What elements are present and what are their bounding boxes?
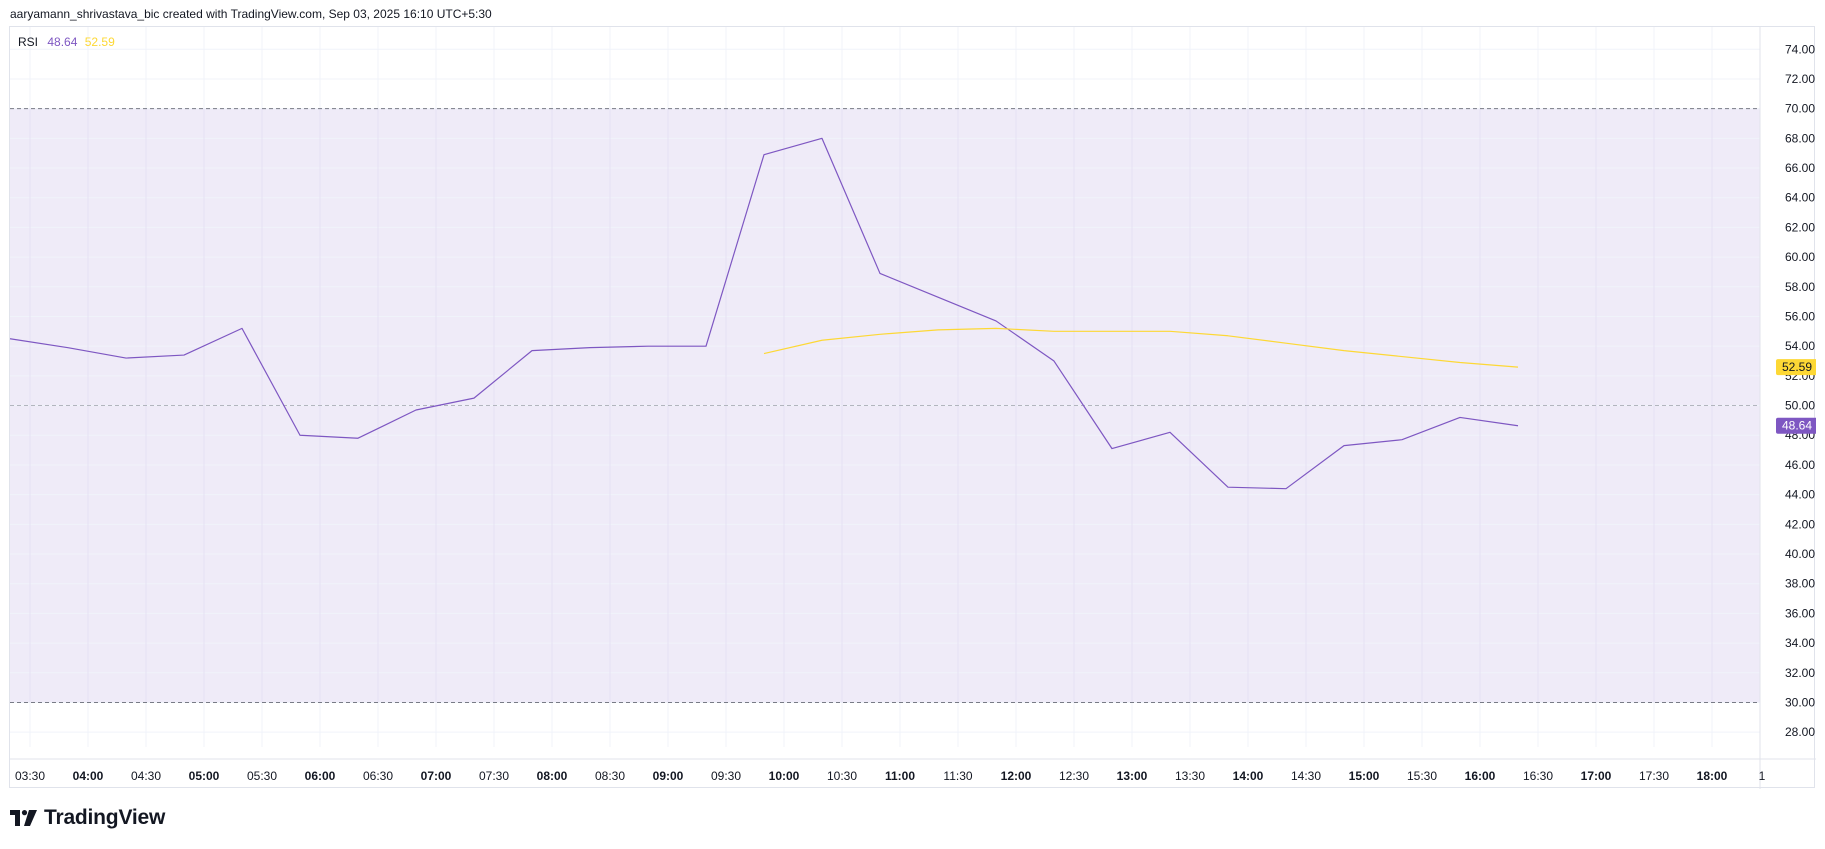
y-axis-tick-label: 64.00 <box>1785 191 1815 205</box>
y-axis-tick-label: 40.00 <box>1785 547 1815 561</box>
x-axis-tick-label: 16:30 <box>1523 769 1553 783</box>
x-axis-tick-label: 17:00 <box>1581 769 1612 783</box>
x-axis-tick-label: 15:00 <box>1349 769 1380 783</box>
x-axis-tick-label: 06:00 <box>305 769 336 783</box>
legend-ma-value: 52.59 <box>84 35 115 49</box>
rsi-series-line[interactable] <box>10 137 1519 490</box>
x-axis-tick-label: 18:00 <box>1697 769 1728 783</box>
y-axis-tick-label: 46.00 <box>1785 458 1815 472</box>
legend-indicator-name: RSI <box>18 35 39 49</box>
footer-branding: TradingView <box>10 806 165 830</box>
rsi-last-value-label: 48.64 <box>1782 419 1812 433</box>
rsi-last-value-label-bg <box>1776 417 1816 434</box>
y-axis-tick-label: 72.00 <box>1785 72 1815 86</box>
y-axis-tick-label: 70.00 <box>1785 102 1815 116</box>
y-axis-tick-label: 34.00 <box>1785 636 1815 650</box>
x-axis-tick-label: 16:00 <box>1465 769 1496 783</box>
x-axis-tick-label: 04:00 <box>73 769 104 783</box>
x-axis-tick-label: 05:00 <box>189 769 220 783</box>
x-axis-tick-label: 15:30 <box>1407 769 1437 783</box>
y-axis-tick-label: 50.00 <box>1785 399 1815 413</box>
x-axis-tick-label: 12:00 <box>1001 769 1032 783</box>
y-axis-tick-label: 32.00 <box>1785 666 1815 680</box>
x-axis-tick-label: 05:30 <box>247 769 277 783</box>
y-axis-tick-label: 28.00 <box>1785 725 1815 739</box>
rsi-ma-series-line[interactable] <box>763 327 1519 368</box>
x-axis-tick-label: 13:00 <box>1117 769 1148 783</box>
x-axis-tick-label: 09:00 <box>653 769 684 783</box>
y-axis-tick-label: 36.00 <box>1785 606 1815 620</box>
x-axis-tick-label: 13:30 <box>1175 769 1205 783</box>
legend-rsi-value: 48.64 <box>47 35 78 49</box>
tradingview-logo-icon <box>10 810 37 826</box>
x-axis-tick-label: 03:30 <box>15 769 45 783</box>
y-axis-tick-label: 30.00 <box>1785 695 1815 709</box>
y-axis-tick-label: 42.00 <box>1785 517 1815 531</box>
x-axis-tick-label: 10:30 <box>827 769 857 783</box>
footer-brand-name: TradingView <box>44 806 166 829</box>
chart-watermark-header: aaryamann_shrivastava_bic created with T… <box>10 7 492 21</box>
x-axis-tick-label: 10:00 <box>769 769 800 783</box>
y-axis-tick-label: 66.00 <box>1785 161 1815 175</box>
x-axis-tick-label: 08:00 <box>537 769 568 783</box>
y-axis-tick-label: 54.00 <box>1785 339 1815 353</box>
x-axis-tick-label: 12:30 <box>1059 769 1089 783</box>
x-axis-tick-label: 06:30 <box>363 769 393 783</box>
ma-last-value-label: 52.59 <box>1782 360 1812 374</box>
x-axis-tick-label: 14:00 <box>1233 769 1264 783</box>
rsi-chart[interactable]: 74.00 72.00 70.00 68.00 66.00 64.00 62.00 60.00… <box>10 27 1816 789</box>
x-axis-tick-label: 11:00 <box>885 769 915 783</box>
ma-last-value-label-bg <box>1776 359 1816 376</box>
x-axis-tick-label: 1 <box>1759 769 1766 783</box>
x-axis-tick-label: 17:30 <box>1639 769 1669 783</box>
y-axis-tick-label: 68.00 <box>1785 131 1815 145</box>
x-axis-tick-label: 14:30 <box>1291 769 1321 783</box>
x-axis-tick-label: 07:00 <box>421 769 452 783</box>
x-axis-tick-label: 04:30 <box>131 769 161 783</box>
x-axis-tick-label: 08:30 <box>595 769 625 783</box>
y-axis-tick-label: 56.00 <box>1785 309 1815 323</box>
chart-panel[interactable]: 74.00 72.00 70.00 68.00 66.00 64.00 62.00 60.00… <box>9 26 1816 789</box>
y-axis-tick-label: 38.00 <box>1785 577 1815 591</box>
y-axis-tick-label: 62.00 <box>1785 220 1815 234</box>
y-axis-tick-label: 58.00 <box>1785 280 1815 294</box>
y-axis-tick-label: 60.00 <box>1785 250 1815 264</box>
x-axis-tick-label: 11:30 <box>943 769 972 783</box>
chart-legend[interactable]: RSI 48.64 52.59 <box>18 35 119 49</box>
y-axis-tick-label: 74.00 <box>1785 42 1815 56</box>
x-axis-tick-label: 07:30 <box>479 769 509 783</box>
y-axis-tick-label: 44.00 <box>1785 488 1815 502</box>
x-axis-tick-label: 09:30 <box>711 769 741 783</box>
